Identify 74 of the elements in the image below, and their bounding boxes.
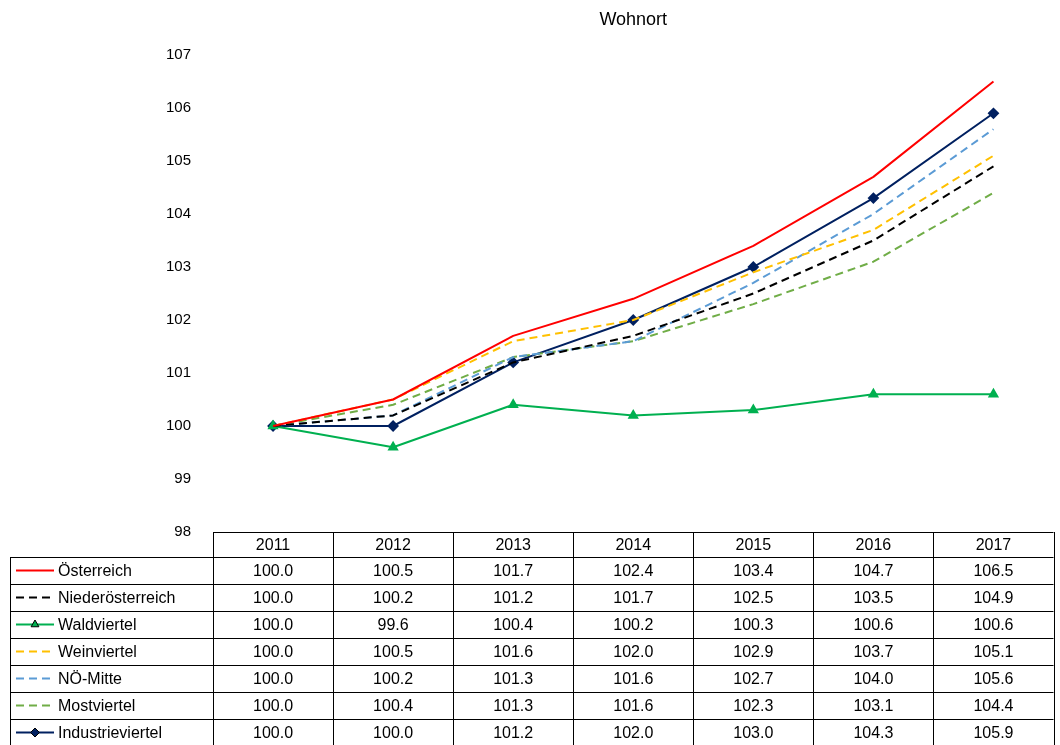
data-label: 102.5 — [733, 588, 774, 606]
data-label: 100.5 — [373, 561, 414, 579]
x-tick-label: 2015 — [735, 535, 772, 553]
data-label: 101.6 — [493, 642, 534, 660]
data-label: 100.2 — [373, 588, 414, 606]
x-tick-label: 2012 — [375, 535, 412, 553]
chart-title: Wohnort — [599, 8, 668, 29]
x-tick-label: 2011 — [255, 535, 291, 553]
data-label: 100.0 — [373, 723, 414, 741]
legend-label: Österreich — [58, 561, 132, 579]
legend-label: Weinviertel — [58, 642, 137, 660]
y-tick-label: 107 — [165, 45, 191, 63]
y-tick-label: 103 — [165, 257, 191, 275]
x-tick-label: 2014 — [615, 535, 652, 553]
legend-label: NÖ-Mitte — [58, 669, 123, 687]
data-label: 101.6 — [613, 669, 654, 687]
data-label: 100.0 — [253, 561, 294, 579]
data-label: 104.7 — [853, 561, 894, 579]
x-tick-label: 2016 — [855, 535, 892, 553]
data-label: 103.0 — [733, 723, 774, 741]
data-label: 101.2 — [493, 588, 534, 606]
y-tick-label: 106 — [165, 98, 191, 116]
data-label: 105.9 — [973, 723, 1014, 741]
y-tick-label: 100 — [165, 416, 191, 434]
y-tick-label: 102 — [165, 310, 191, 328]
x-tick-label: 2013 — [495, 535, 532, 553]
data-label: 100.6 — [973, 615, 1014, 633]
data-label: 100.2 — [373, 669, 414, 687]
data-label: 102.0 — [613, 642, 654, 660]
data-label: 103.1 — [853, 696, 894, 714]
data-label: 104.4 — [973, 696, 1014, 714]
data-label: 102.3 — [733, 696, 774, 714]
y-tick-label: 99 — [174, 469, 191, 487]
data-label: 104.0 — [853, 669, 894, 687]
y-tick-label: 105 — [165, 151, 191, 169]
legend-label: Industrieviertel — [58, 723, 163, 741]
data-label: 104.3 — [853, 723, 894, 741]
data-label: 103.7 — [853, 642, 894, 660]
data-label: 102.4 — [613, 561, 654, 579]
data-label: 100.0 — [253, 723, 294, 741]
y-tick-label: 104 — [165, 204, 191, 222]
data-label: 103.4 — [733, 561, 774, 579]
data-label: 100.0 — [253, 615, 294, 633]
data-label: 101.3 — [493, 669, 534, 687]
x-tick-label: 2017 — [975, 535, 1012, 553]
data-label: 99.6 — [377, 615, 409, 633]
data-label: 103.5 — [853, 588, 894, 606]
data-label: 100.0 — [253, 642, 294, 660]
data-label: 105.1 — [973, 642, 1014, 660]
data-label: 101.6 — [613, 696, 654, 714]
legend-label: Niederösterreich — [58, 588, 176, 606]
legend-label: Mostviertel — [58, 696, 136, 714]
data-label: 101.3 — [493, 696, 534, 714]
data-label: 100.0 — [253, 696, 294, 714]
data-label: 100.0 — [253, 588, 294, 606]
data-label: 100.4 — [373, 696, 414, 714]
data-label: 102.7 — [733, 669, 774, 687]
data-label: 100.2 — [613, 615, 654, 633]
legend-label: Waldviertel — [58, 615, 137, 633]
data-label: 106.5 — [973, 561, 1014, 579]
data-label: 100.0 — [253, 669, 294, 687]
data-label: 105.6 — [973, 669, 1014, 687]
data-label: 101.7 — [493, 561, 534, 579]
y-tick-label: 101 — [165, 363, 191, 381]
data-label: 100.4 — [493, 615, 534, 633]
data-label: 100.5 — [373, 642, 414, 660]
data-label: 102.9 — [733, 642, 774, 660]
data-label: 101.7 — [613, 588, 654, 606]
y-tick-label: 98 — [174, 522, 191, 540]
data-label: 101.2 — [493, 723, 534, 741]
data-label: 100.6 — [853, 615, 894, 633]
data-label: 102.0 — [613, 723, 654, 741]
data-label: 104.9 — [973, 588, 1014, 606]
data-label: 100.3 — [733, 615, 774, 633]
